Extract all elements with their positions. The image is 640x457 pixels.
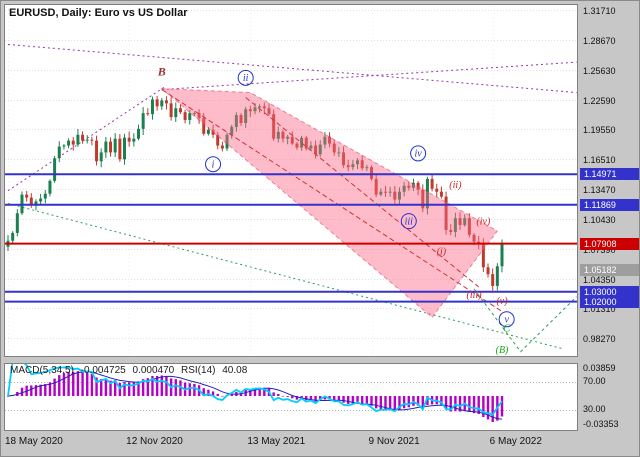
main-chart-canvas[interactable] [5, 5, 577, 356]
rsi-label: RSI(14) [181, 365, 216, 376]
indicator-axis-label: -0.03353 [583, 419, 619, 429]
price-tick-label: 1.19550 [583, 125, 616, 136]
time-axis[interactable]: 18 May 2020 12 Nov 2020 13 May 2021 9 Nov 2… [5, 434, 579, 454]
indicator-canvas[interactable] [5, 364, 577, 430]
time-axis-label: 9 Nov 2021 [368, 436, 420, 447]
price-axis[interactable]: 1.31710 1.28670 1.25630 1.22590 1.19550 1.165… [579, 4, 639, 358]
price-tick-label: 0.98270 [583, 334, 616, 345]
macd-label: MACD(5,34,5) [10, 365, 74, 376]
price-tick-label: 1.10430 [583, 214, 616, 225]
time-axis-label: 6 May 2022 [489, 436, 542, 447]
price-badge: 1.03000 [580, 285, 639, 298]
price-tick-label: 1.01310 [583, 304, 616, 315]
price-tick-label: 1.28670 [583, 35, 616, 46]
rsi-value: 40.08 [222, 365, 248, 376]
indicator-axis-label: 30.00 [583, 404, 606, 414]
price-badge: 1.07908 [580, 237, 639, 250]
chart-symbol-header: EURUSD, Daily: Euro vs US Dollar [9, 7, 188, 19]
price-badge: 1.05182 [580, 264, 639, 277]
macd-signal-value: 0.000470 [132, 365, 175, 376]
price-tick-label: 1.07390 [583, 244, 616, 255]
price-tick-label: 1.16510 [583, 155, 616, 166]
price-tick-label: 1.31710 [583, 6, 616, 16]
price-badge: 1.14971 [580, 168, 639, 181]
price-badge: 1.02000 [580, 295, 639, 308]
indicator-pane [4, 363, 578, 431]
macd-value: -0.004725 [80, 365, 126, 376]
indicator-axis[interactable]: 0.03859 70.00 30.00 -0.03353 [579, 363, 639, 431]
price-tick-label: 1.13470 [583, 185, 616, 196]
price-tick-label: 1.04350 [583, 274, 616, 285]
price-tick-label: 1.25630 [583, 65, 616, 76]
indicator-axis-label: 0.03859 [583, 363, 616, 373]
indicator-axis-label: 70.00 [583, 376, 606, 386]
time-axis-label: 18 May 2020 [5, 436, 63, 447]
main-chart-pane [4, 4, 578, 357]
time-axis-label: 13 May 2021 [247, 436, 306, 447]
time-axis-label: 12 Nov 2020 [126, 436, 183, 447]
price-badge: 1.11869 [580, 198, 639, 211]
price-tick-label: 1.22590 [583, 95, 616, 106]
indicator-legend: MACD(5,34,5) -0.004725 0.000470 RSI(14) … [10, 365, 251, 376]
